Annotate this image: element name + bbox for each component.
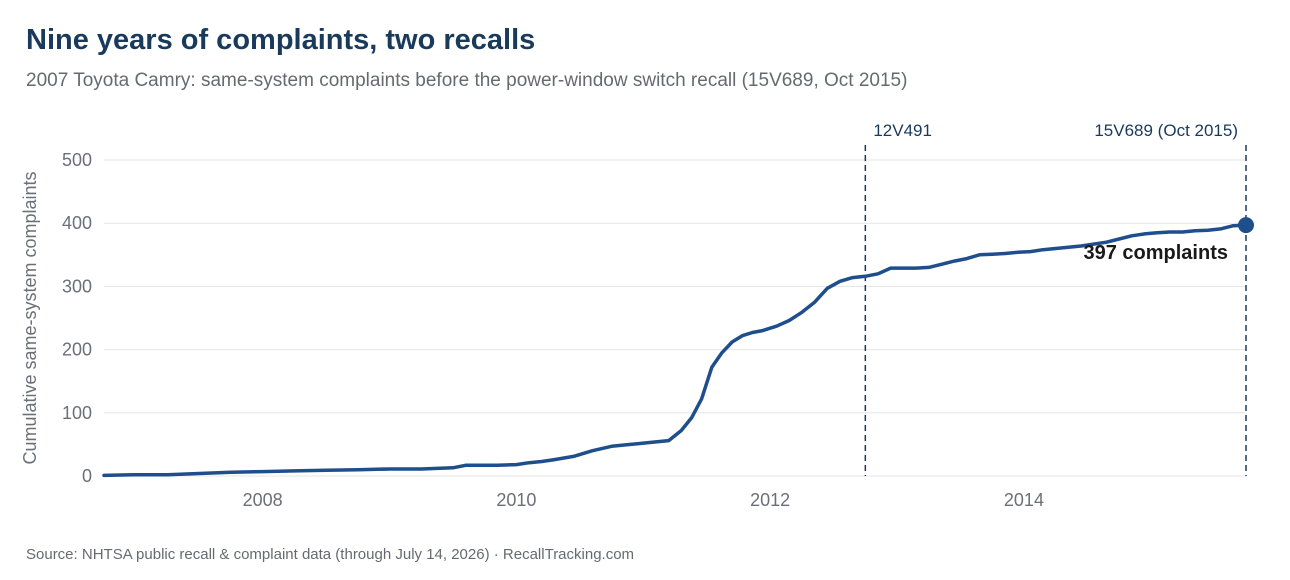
series-layer <box>102 223 1248 478</box>
recall-markers: 12V491 15V689 (Oct 2015) <box>864 121 1247 476</box>
complaints-line-chart: 0 100 200 300 400 500 2008 2010 2012 2014 12V491… <box>20 121 1254 510</box>
grid-layer <box>104 159 1246 477</box>
series-line <box>102 223 1248 478</box>
chart-subtitle: 2007 Toyota Camry: same-system complaint… <box>26 70 908 91</box>
y-axis-label: Cumulative same-system complaints <box>20 171 40 464</box>
chart-title: Nine years of complaints, two recalls <box>26 24 536 56</box>
endpoint-marker <box>1238 217 1254 234</box>
y-tick-label: 100 <box>62 403 92 423</box>
recall-label: 15V689 (Oct 2015) <box>1094 121 1238 140</box>
x-tick-label: 2014 <box>1004 490 1044 510</box>
y-tick-label: 500 <box>62 150 92 170</box>
y-tick-label: 200 <box>62 340 92 360</box>
x-axis-ticks: 2008 2010 2012 2014 <box>243 490 1044 510</box>
x-tick-label: 2012 <box>750 490 790 510</box>
x-tick-label: 2010 <box>496 490 536 510</box>
x-tick-label: 2008 <box>243 490 283 510</box>
endpoint-label: 397 complaints <box>1083 242 1228 264</box>
recall-label: 12V491 <box>873 121 932 140</box>
y-tick-label: 300 <box>62 276 92 296</box>
y-axis-ticks: 0 100 200 300 400 500 <box>62 150 92 486</box>
endpoint-annotation: 397 complaints <box>1083 217 1254 264</box>
y-tick-label: 400 <box>62 213 92 233</box>
source-note: Source: NHTSA public recall & complaint … <box>26 546 635 563</box>
y-tick-label: 0 <box>82 466 92 486</box>
